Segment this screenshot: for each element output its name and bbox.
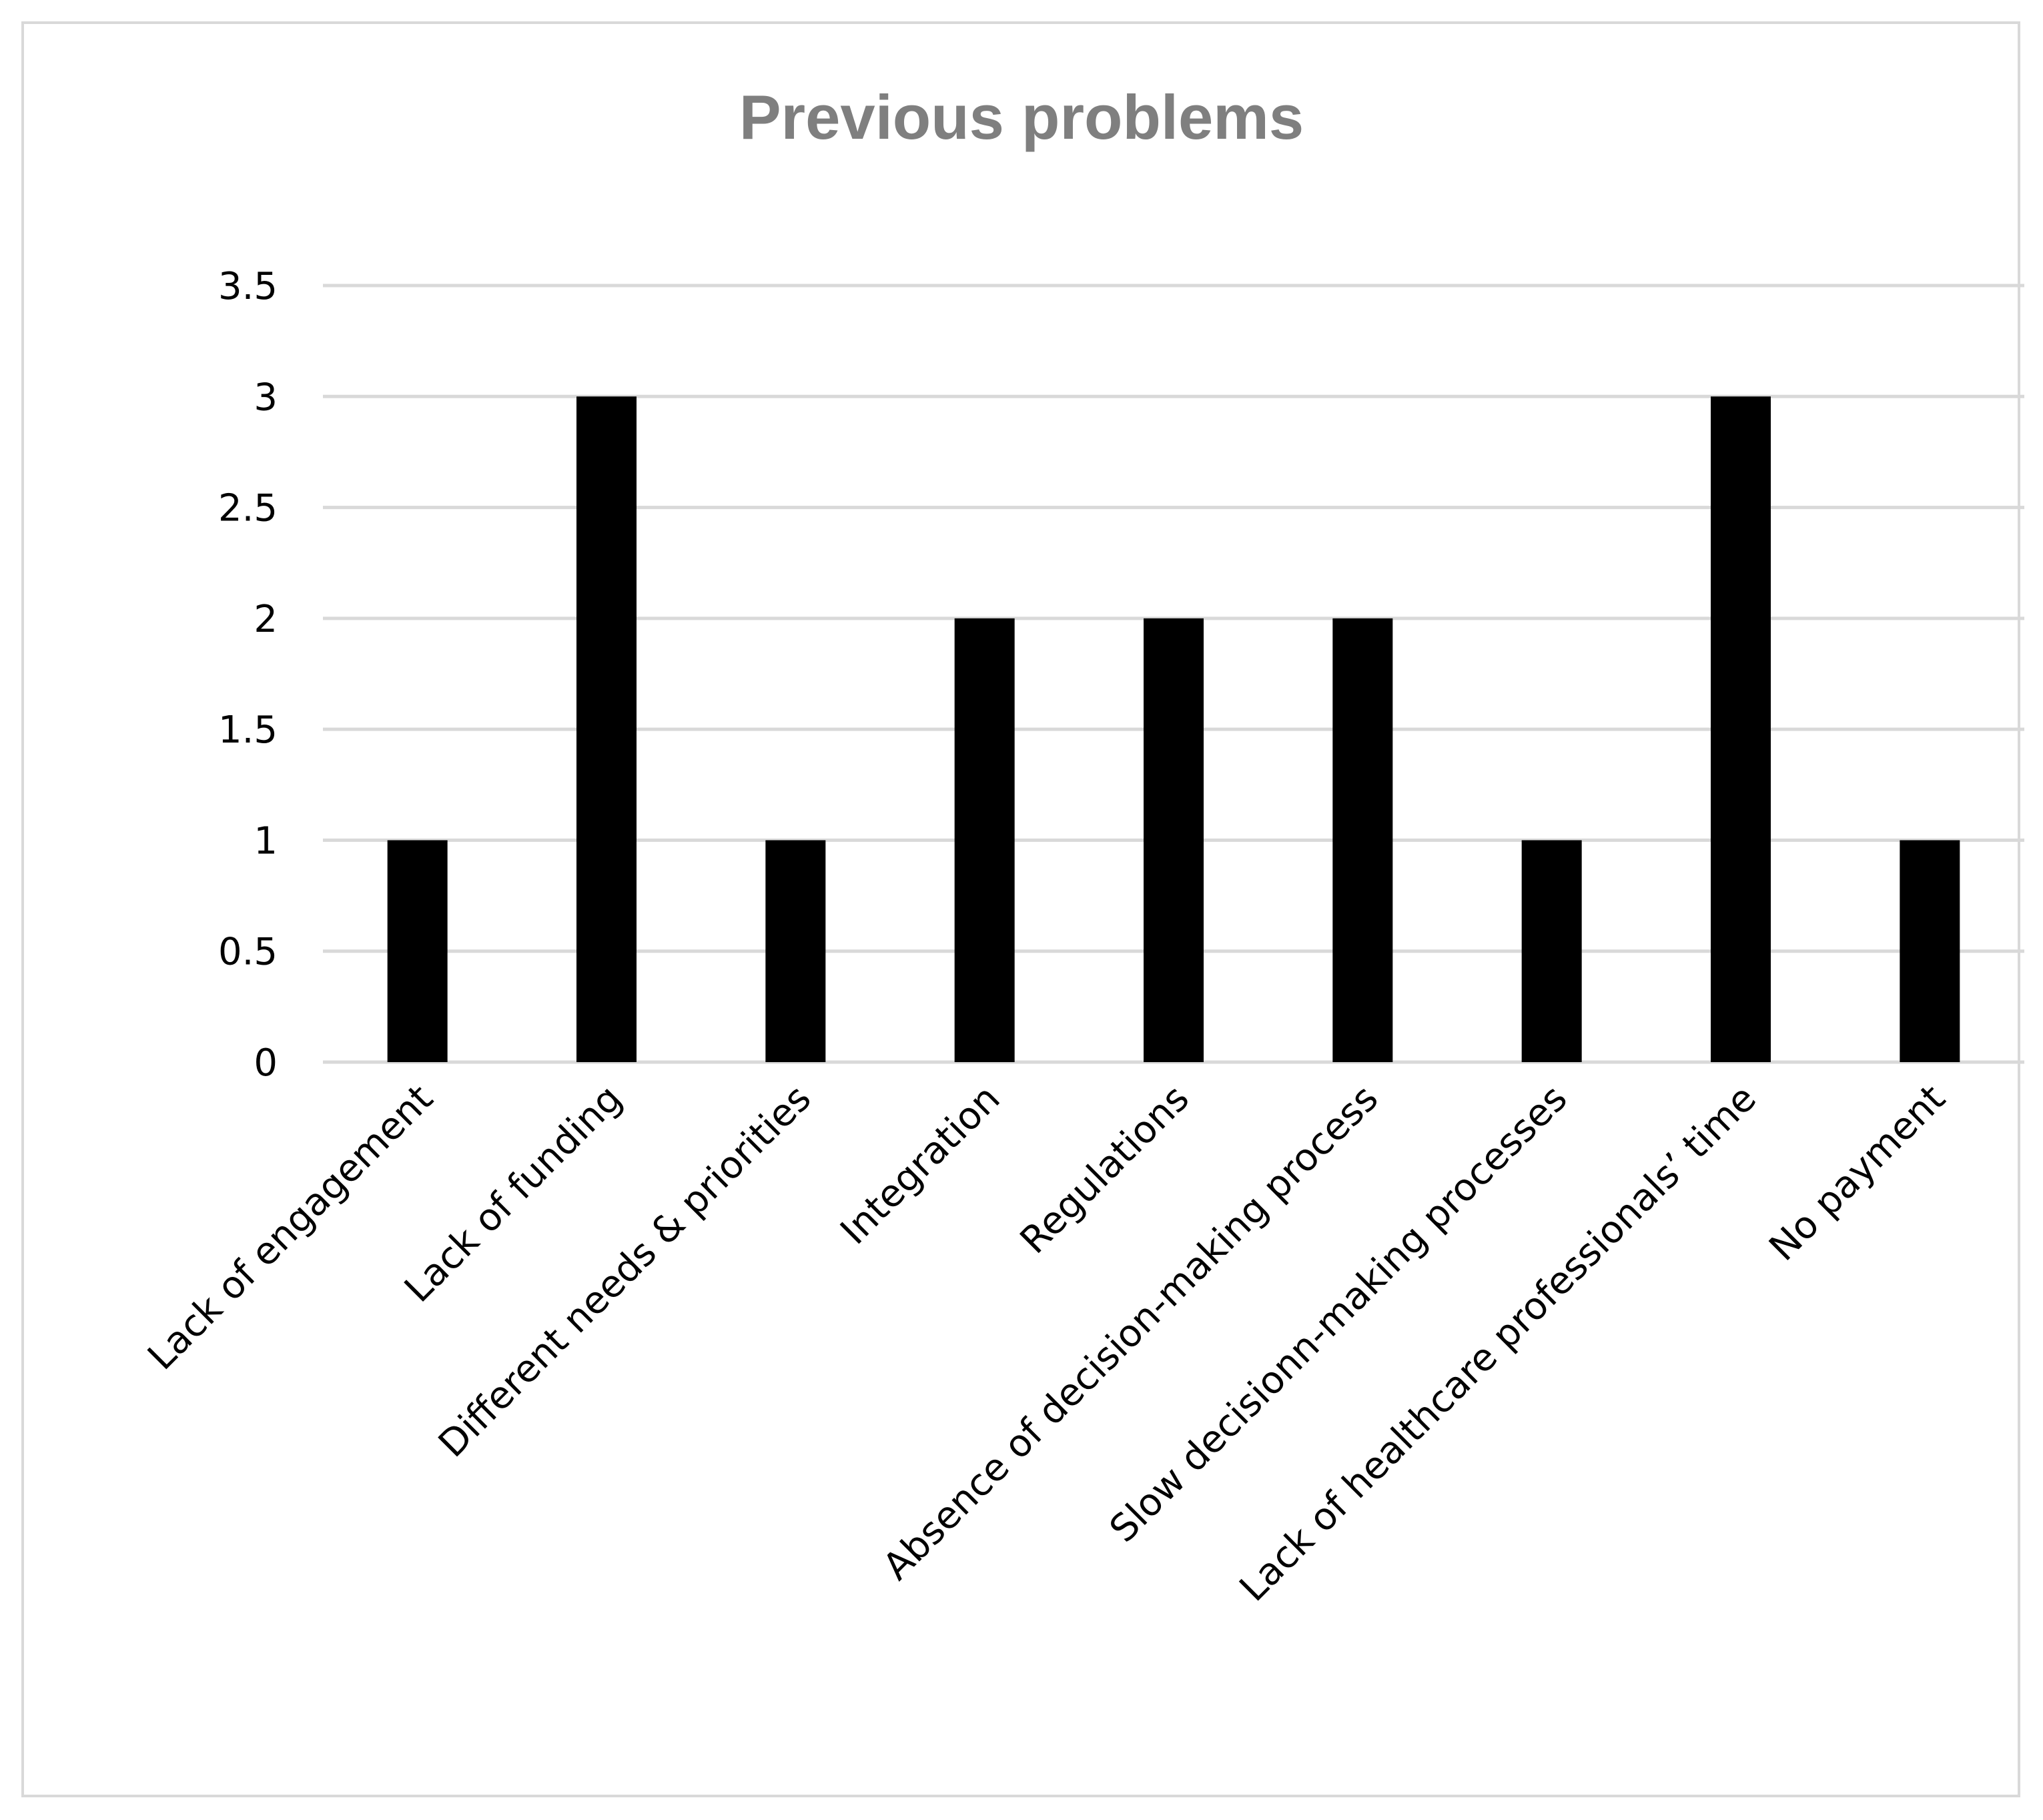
y-tick-label: 1 [254, 819, 278, 863]
bar [954, 618, 1015, 1062]
bar [1144, 618, 1204, 1062]
bar [1332, 618, 1393, 1062]
y-tick-label: 3.5 [218, 265, 278, 308]
y-tick-label: 0.5 [218, 931, 278, 974]
y-tick-label: 2 [254, 598, 278, 641]
bars [387, 396, 1960, 1062]
bar [765, 840, 826, 1062]
y-tick-label: 3 [254, 376, 278, 419]
y-axis-ticks: 0 0.5 1 1.5 2 2.5 3 3.5 [218, 265, 278, 1085]
x-category-label: Lack of engagement [139, 1077, 441, 1378]
bar [1711, 396, 1771, 1062]
x-category-label: Integration [832, 1077, 1008, 1253]
y-tick-label: 0 [254, 1041, 278, 1085]
bar [387, 840, 448, 1062]
bar [1900, 840, 1960, 1062]
bar [1521, 840, 1582, 1062]
y-tick-label: 1.5 [218, 709, 278, 752]
y-tick-label: 2.5 [218, 487, 278, 530]
bar [576, 396, 637, 1062]
chart-frame [21, 21, 2020, 1797]
x-category-label: No payment [1761, 1077, 1954, 1270]
x-category-label: Different needs & priorities [430, 1077, 819, 1466]
chart-title: Previous problems [739, 82, 1304, 152]
x-category-label: Regulations [1012, 1077, 1198, 1262]
